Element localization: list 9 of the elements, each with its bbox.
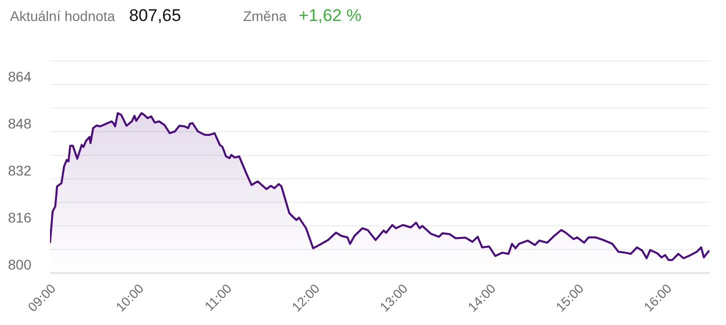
text: 807,65 [129,6,182,26]
text: +1,62 % [298,6,362,26]
text: Změna [243,8,287,24]
y-tick-label: 864 [8,68,32,84]
y-tick-label: 816 [8,210,32,226]
y-tick-label: 832 [8,162,32,178]
y-tick-label: 848 [8,115,32,132]
text: Aktuální hodnota [10,8,116,24]
y-tick-label: 800 [8,256,32,273]
